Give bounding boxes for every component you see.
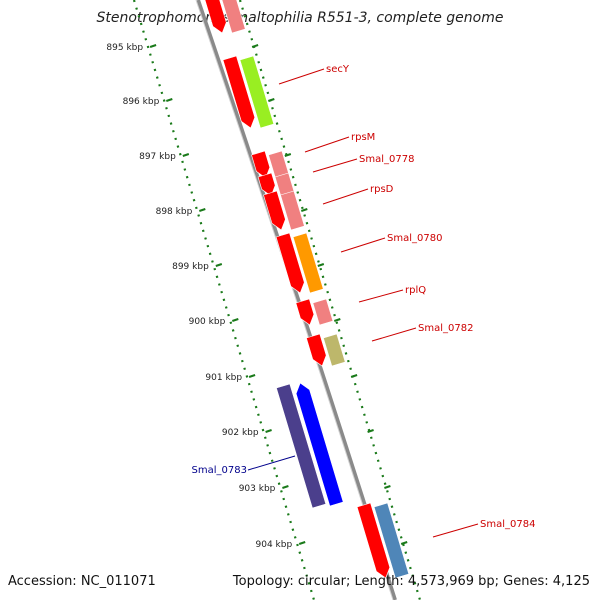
leader-line	[312, 158, 358, 173]
kbp-tick-right	[317, 263, 325, 267]
cog-block-6	[312, 298, 334, 326]
leader-line	[371, 327, 417, 342]
leader-line	[322, 188, 369, 205]
leader-line	[304, 136, 350, 153]
leader-line	[247, 455, 296, 471]
kbp-tick-right	[251, 44, 259, 48]
kbp-tick	[149, 44, 157, 48]
feature-tracks	[204, 0, 410, 579]
kbp-label: 901 kbp	[205, 373, 242, 383]
kbp-tick	[248, 374, 256, 378]
kbp-label: 899 kbp	[172, 262, 209, 272]
leader-line	[340, 237, 386, 253]
kbp-label: 903 kbp	[239, 484, 276, 494]
kbp-tick	[165, 98, 173, 102]
cog-block-0783	[276, 383, 327, 509]
leader-line	[278, 68, 325, 85]
cds-forward-2	[251, 150, 271, 179]
kbp-label: 902 kbp	[222, 428, 259, 438]
kbp-tick	[298, 541, 306, 545]
kbp-ruler: 895 kbp 896 kbp 897 kbp 898 kbp 899 kbp 900 k…	[106, 0, 422, 600]
kbp-tick-right	[350, 374, 358, 378]
kbp-tick	[215, 263, 223, 267]
kbp-tick-right	[367, 429, 374, 433]
gene-label: rpsM	[351, 132, 375, 143]
gene-label: Smal_0778	[359, 154, 414, 165]
kbp-label: 897 kbp	[139, 152, 176, 162]
gene-label: Smal_0780	[387, 233, 442, 244]
kbp-tick-right	[284, 153, 292, 157]
gene-label: Smal_0782	[418, 323, 473, 334]
cds-forward-1	[222, 55, 256, 129]
kbp-label: 895 kbp	[106, 43, 143, 53]
cog-block-4	[280, 190, 305, 231]
gene-label: secY	[326, 64, 350, 75]
kbp-label: 896 kbp	[123, 97, 160, 107]
cds-forward-8	[356, 502, 391, 579]
leader-line	[358, 289, 404, 303]
map-title: Stenotrophomonas maltophilia R551-3, com…	[96, 10, 504, 26]
gene-label: rplQ	[405, 285, 426, 296]
cog-block-5	[292, 232, 324, 294]
cds-forward-6	[295, 298, 315, 326]
ruler-left-dots	[132, 0, 316, 600]
cog-block-7	[323, 333, 346, 367]
gene-labels: secY rpsM Smal_0778 rpsD Smal_0780 rplQ Smal_0…	[192, 64, 535, 538]
cds-reverse-0783	[295, 382, 344, 507]
kbp-label: 904 kbp	[256, 540, 293, 550]
cds-forward-5	[275, 232, 305, 294]
kbp-tick	[182, 153, 190, 157]
kbp-tick-right	[267, 98, 275, 102]
cds-forward-0	[204, 0, 227, 34]
gene-label: Smal_0783	[192, 465, 247, 476]
gene-label: Smal_0784	[480, 519, 535, 530]
kbp-tick	[265, 429, 272, 433]
leader-line	[432, 523, 479, 538]
kbp-tick-right	[300, 208, 308, 212]
cds-forward-3	[257, 172, 276, 197]
kbp-tick-right	[400, 541, 408, 545]
gene-label: rpsD	[370, 184, 394, 195]
genome-summary: Topology: circular; Length: 4,573,969 bp…	[232, 574, 590, 589]
cog-block-1	[239, 55, 275, 129]
cog-block-0	[221, 0, 246, 34]
kbp-tick	[198, 208, 206, 212]
kbp-label: 900 kbp	[189, 317, 226, 327]
kbp-tick-right	[333, 318, 341, 322]
accession-label: Accession: NC_011071	[8, 574, 156, 589]
kbp-tick-right	[384, 485, 391, 489]
kbp-label: 898 kbp	[156, 207, 193, 217]
kbp-tick	[282, 485, 289, 489]
ruler-right-dots	[238, 0, 422, 600]
kbp-tick	[231, 318, 239, 322]
cog-block-8	[373, 502, 410, 579]
cds-forward-7	[306, 333, 327, 367]
cds-forward-4	[263, 190, 286, 231]
